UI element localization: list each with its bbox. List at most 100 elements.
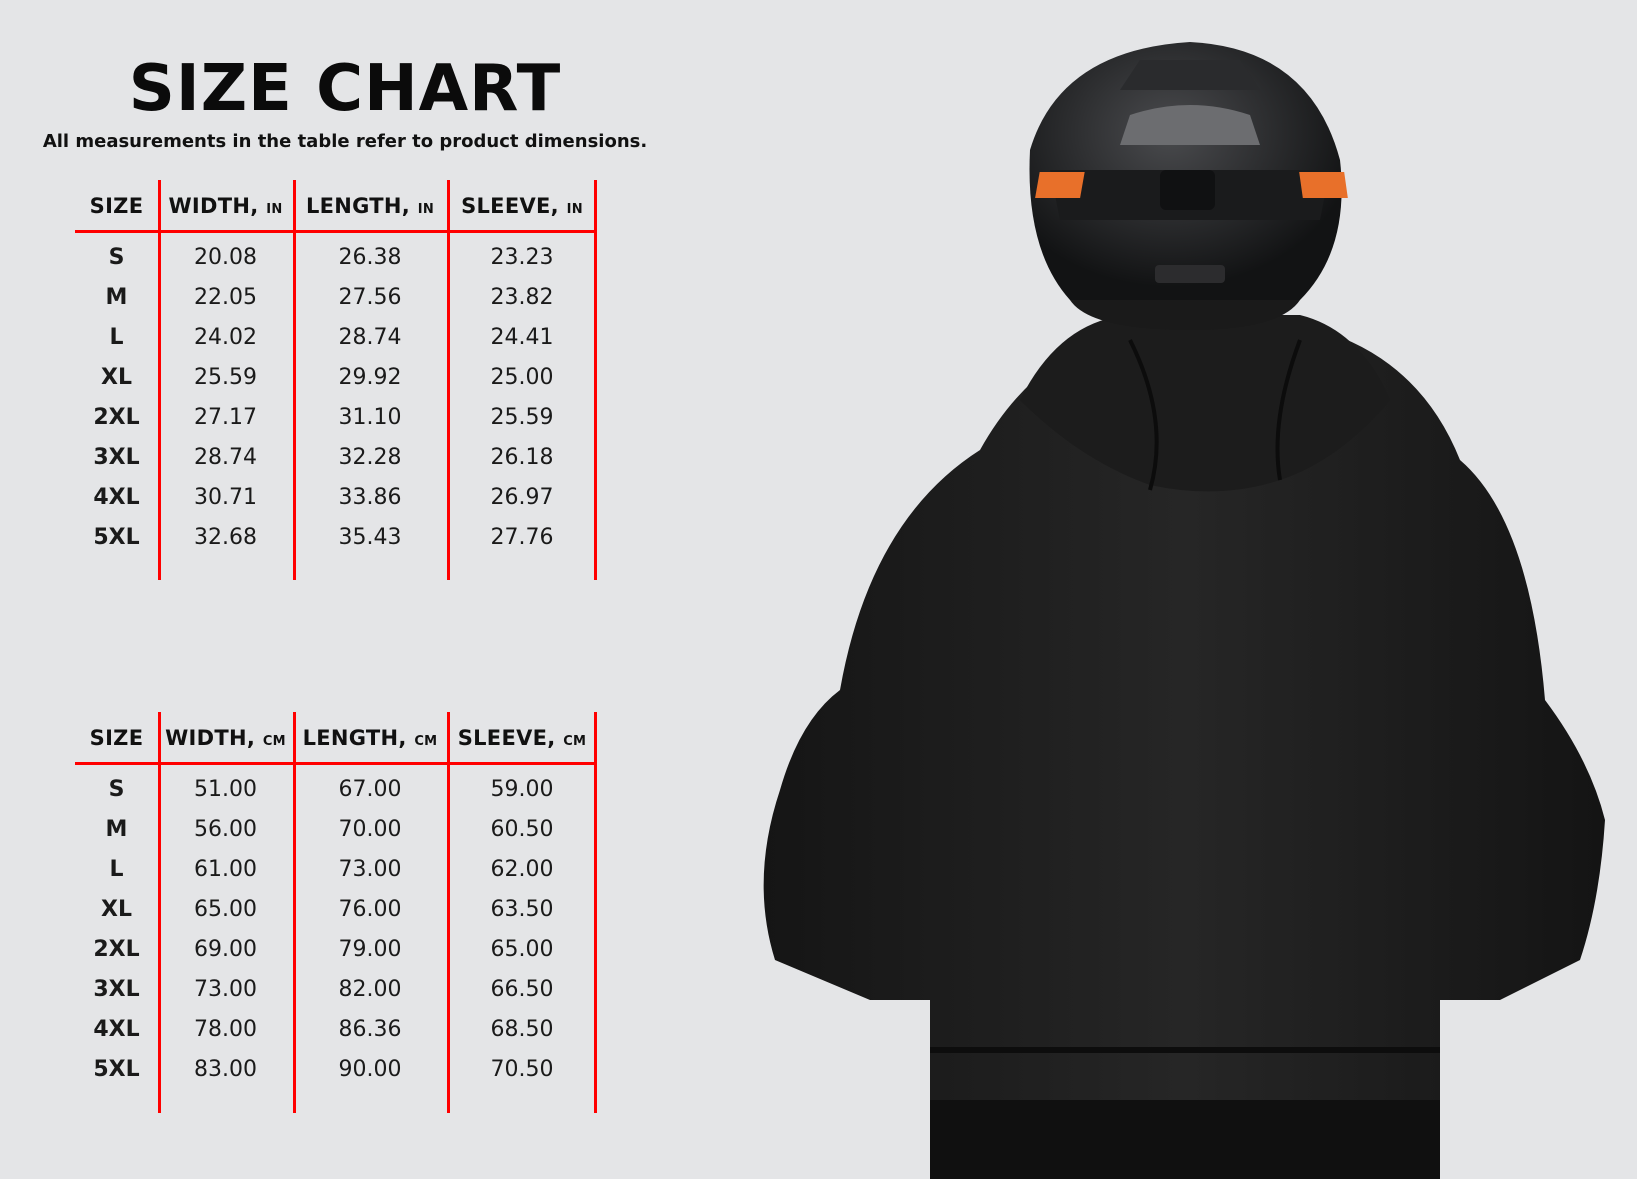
column-header: LENGTH, CM xyxy=(293,726,447,750)
page-subtitle: All measurements in the table refer to p… xyxy=(42,131,648,152)
column-divider xyxy=(293,712,296,1113)
measurement-cell: 27.17 xyxy=(194,405,257,430)
size-label: 3XL xyxy=(93,977,140,1002)
measurement-cell: 79.00 xyxy=(338,937,402,962)
measurement-cell: 24.02 xyxy=(194,325,257,350)
measurement-cell: 68.50 xyxy=(490,1017,554,1042)
size-label: XL xyxy=(101,365,132,390)
measurement-cell: 30.71 xyxy=(194,485,257,510)
column-divider xyxy=(293,180,296,580)
size-label: M xyxy=(105,285,128,310)
measurement-cell: 26.38 xyxy=(338,245,402,270)
measurement-cell: 59.00 xyxy=(490,777,554,802)
column-header-label: WIDTH, xyxy=(168,194,259,218)
measurement-cell: 76.00 xyxy=(338,897,402,922)
column-header-label: SIZE xyxy=(89,194,144,218)
measurement-cell: 61.00 xyxy=(194,857,257,882)
measurement-cell: 86.36 xyxy=(338,1017,402,1042)
column-header: LENGTH, IN xyxy=(293,194,447,218)
helmet-icon xyxy=(1029,42,1348,330)
size-label: 5XL xyxy=(93,525,140,550)
size-label: 2XL xyxy=(93,937,140,962)
measurement-cell: 70.00 xyxy=(338,817,402,842)
size-label: S xyxy=(108,777,125,802)
column-header-label: LENGTH, xyxy=(302,726,407,750)
measurement-cell: 32.28 xyxy=(338,445,402,470)
column-divider xyxy=(158,712,161,1113)
size-label: 4XL xyxy=(93,1017,140,1042)
column-header: WIDTH, IN xyxy=(158,194,293,218)
measurement-cell: 73.00 xyxy=(338,857,402,882)
measurement-cell: 78.00 xyxy=(194,1017,257,1042)
column-header-label: LENGTH, xyxy=(305,194,411,218)
column-divider xyxy=(594,712,597,1113)
column-header: SIZE xyxy=(75,726,158,750)
measurement-cell: 26.97 xyxy=(490,485,554,510)
measurement-cell: 69.00 xyxy=(194,937,257,962)
column-header-label: SIZE xyxy=(89,726,144,750)
column-header: WIDTH, CM xyxy=(158,726,293,750)
size-table-centimeters: SIZE WIDTH, CM LENGTH, CM SLEEVE, CM S 51.00 6… xyxy=(75,712,597,1113)
measurement-cell: 65.00 xyxy=(490,937,554,962)
header-divider xyxy=(75,230,597,233)
column-unit: IN xyxy=(566,202,583,217)
size-label: M xyxy=(105,817,128,842)
measurement-cell: 62.00 xyxy=(490,857,554,882)
measurement-cell: 73.00 xyxy=(194,977,257,1002)
measurement-cell: 22.05 xyxy=(194,285,257,310)
column-unit: CM xyxy=(262,734,286,749)
column-unit: CM xyxy=(414,734,438,749)
measurement-cell: 29.92 xyxy=(338,365,402,390)
measurement-cell: 23.23 xyxy=(490,245,554,270)
size-label: L xyxy=(109,325,124,350)
measurement-cell: 66.50 xyxy=(490,977,554,1002)
measurement-cell: 83.00 xyxy=(194,1057,257,1082)
product-photo xyxy=(763,42,1605,1179)
measurement-cell: 35.43 xyxy=(338,525,402,550)
page-title: SIZE CHART xyxy=(128,52,562,126)
header-divider xyxy=(75,762,597,765)
measurement-cell: 24.41 xyxy=(490,325,554,350)
measurement-cell: 25.00 xyxy=(490,365,554,390)
measurement-cell: 28.74 xyxy=(338,325,402,350)
measurement-cell: 70.50 xyxy=(490,1057,554,1082)
measurement-cell: 27.76 xyxy=(490,525,554,550)
measurement-cell: 28.74 xyxy=(194,445,257,470)
measurement-cell: 63.50 xyxy=(490,897,554,922)
column-unit: CM xyxy=(563,734,587,749)
column-divider xyxy=(158,180,161,580)
column-unit: IN xyxy=(417,202,435,217)
measurement-cell: 60.50 xyxy=(490,817,554,842)
column-header: SIZE xyxy=(75,194,158,218)
column-header: SLEEVE, CM xyxy=(447,726,597,750)
measurement-cell: 20.08 xyxy=(194,245,257,270)
size-table-inches: SIZE WIDTH, IN LENGTH, IN SLEEVE, IN S 20.08 2… xyxy=(75,180,597,580)
measurement-cell: 82.00 xyxy=(338,977,402,1002)
size-label: 3XL xyxy=(93,445,140,470)
measurement-cell: 32.68 xyxy=(194,525,257,550)
column-header-label: WIDTH, xyxy=(165,726,256,750)
column-divider xyxy=(447,712,450,1113)
column-unit: IN xyxy=(266,202,283,217)
measurement-cell: 26.18 xyxy=(490,445,554,470)
measurement-cell: 23.82 xyxy=(490,285,554,310)
measurement-cell: 56.00 xyxy=(194,817,257,842)
size-label: XL xyxy=(101,897,132,922)
size-label: 2XL xyxy=(93,405,140,430)
column-divider xyxy=(594,180,597,580)
measurement-cell: 25.59 xyxy=(194,365,257,390)
measurement-cell: 27.56 xyxy=(338,285,402,310)
size-label: S xyxy=(108,245,125,270)
measurement-cell: 65.00 xyxy=(194,897,257,922)
size-label: 4XL xyxy=(93,485,140,510)
measurement-cell: 67.00 xyxy=(338,777,402,802)
measurement-cell: 90.00 xyxy=(338,1057,402,1082)
measurement-cell: 33.86 xyxy=(338,485,402,510)
hoodie xyxy=(763,330,1605,1179)
measurement-cell: 25.59 xyxy=(490,405,554,430)
size-label: L xyxy=(109,857,124,882)
column-header-label: SLEEVE, xyxy=(457,726,556,750)
size-label: 5XL xyxy=(93,1057,140,1082)
measurement-cell: 31.10 xyxy=(338,405,402,430)
hood xyxy=(1020,315,1390,492)
